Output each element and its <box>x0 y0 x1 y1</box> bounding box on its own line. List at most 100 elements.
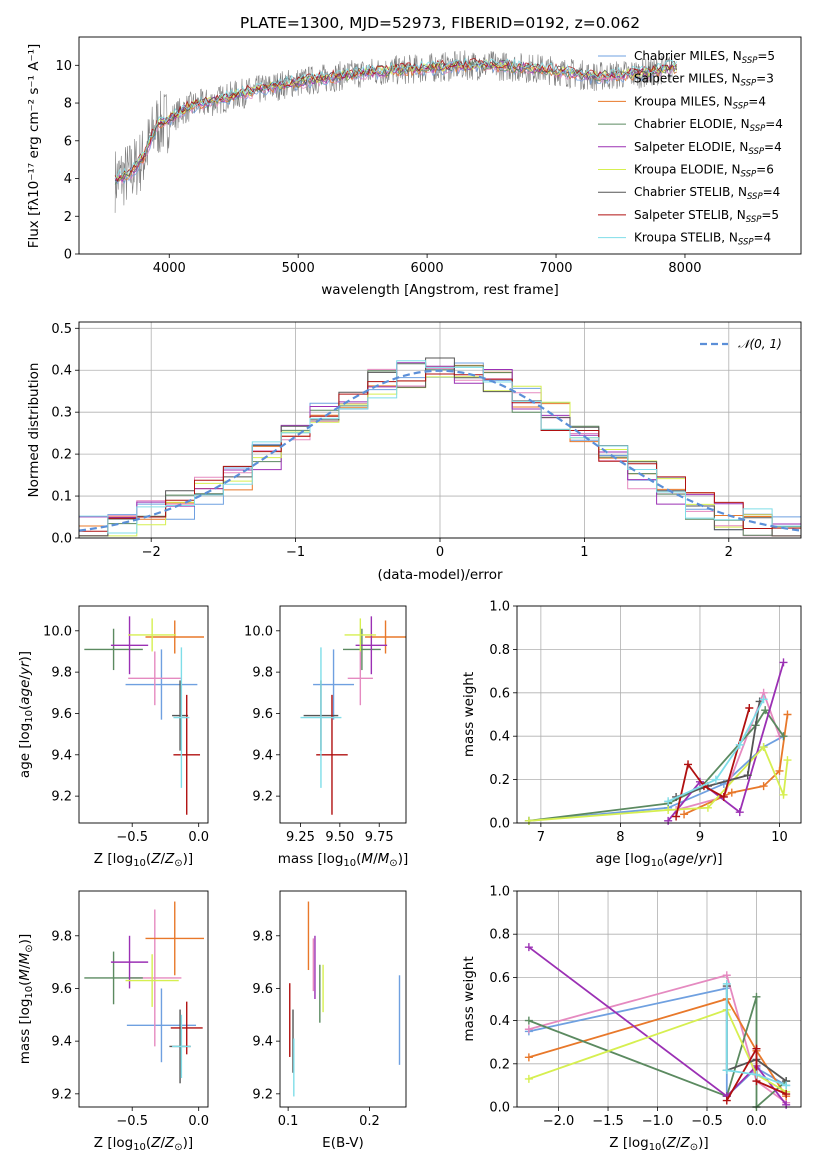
panel-weight-vs-Z: −2.0 −1.5 −1.0 −0.5 0.0 0.0 0.2 0.4 0.6 0.8 1.0 Z [… <box>461 885 802 1153</box>
y-tick-label: 0.2 <box>51 448 72 463</box>
y-tick-label: 9.6 <box>51 707 72 722</box>
y-tick-label: 9.8 <box>51 929 72 944</box>
y-tick-label: 9.8 <box>51 666 72 681</box>
weight-point <box>745 703 754 712</box>
weight-point <box>779 658 788 667</box>
weight-point <box>743 771 752 780</box>
x-tick-label: 2 <box>725 545 733 560</box>
axes-frame <box>78 605 209 824</box>
weight-series-line <box>528 974 787 1104</box>
weight-point <box>664 816 673 825</box>
x-axis-label: age [log10(age/yr)] <box>595 851 722 869</box>
y-tick-label: 0.4 <box>489 1014 510 1029</box>
x-tick-label: 0 <box>436 545 444 560</box>
axes-frame <box>516 890 802 1108</box>
y-tick-label: 9.2 <box>51 1087 72 1102</box>
x-tick-label: 10 <box>771 830 788 845</box>
weight-series-line <box>528 946 787 1106</box>
legend-label: Chabrier STELIB, NSSP=4 <box>634 185 780 202</box>
x-axis-label: mass [log10(M/M⊙)] <box>278 851 408 869</box>
y-tick-label: 10 <box>55 59 72 74</box>
chart-title: PLATE=1300, MJD=52973, FIBERID=0192, z=0… <box>240 14 640 32</box>
x-tick-label: 6000 <box>411 261 444 276</box>
weight-point <box>735 740 744 749</box>
weight-point <box>703 803 712 812</box>
y-axis-label: Flux [fλ10⁻¹⁷ erg cm⁻² s⁻¹ A⁻¹] <box>26 44 42 249</box>
weight-series-line <box>667 698 765 803</box>
y-tick-label: 9.8 <box>252 666 273 681</box>
weight-point <box>735 808 744 817</box>
x-tick-label: 1 <box>580 545 588 560</box>
x-tick-label: −1.5 <box>592 1114 624 1129</box>
axes-frame <box>78 36 802 255</box>
y-tick-label: 9.2 <box>252 1087 273 1102</box>
weight-point <box>779 790 788 799</box>
y-tick-label: 9.6 <box>51 982 72 997</box>
y-tick-label: 0.0 <box>489 817 510 832</box>
histogram-series <box>79 373 801 532</box>
weight-series-line <box>528 708 785 822</box>
x-tick-label: 7 <box>537 830 545 845</box>
x-tick-label: 0.0 <box>188 830 209 845</box>
y-tick-label: 0.6 <box>489 686 510 701</box>
y-tick-label: 0.6 <box>489 971 510 986</box>
y-axis-label: Normed distribution <box>26 363 42 498</box>
weight-point <box>524 1025 533 1034</box>
x-axis-label: Z [log10(Z/Z⊙)] <box>609 1135 708 1153</box>
y-tick-label: 9.6 <box>252 982 273 997</box>
weight-point <box>680 810 689 819</box>
x-tick-label: 9.25 <box>286 830 315 845</box>
weight-point <box>664 797 673 806</box>
y-tick-label: 4 <box>64 172 72 187</box>
weight-point <box>722 1066 731 1075</box>
x-tick-label: −0.5 <box>116 830 148 845</box>
x-tick-label: −1.0 <box>642 1114 674 1129</box>
x-axis-label: Z [log10(Z/Z⊙)] <box>94 851 193 869</box>
x-tick-label: 7000 <box>539 261 572 276</box>
weight-point <box>782 1081 791 1090</box>
legend-label: Salpeter ELODIE, NSSP=4 <box>634 140 782 157</box>
model-line <box>114 58 678 180</box>
weight-point <box>524 816 533 825</box>
legend-label: Kroupa MILES, NSSP=4 <box>634 94 766 111</box>
model-line <box>114 58 677 182</box>
weight-point <box>761 706 770 715</box>
y-tick-label: 2 <box>64 210 72 225</box>
legend-label: Salpeter MILES, NSSP=3 <box>634 72 774 89</box>
y-tick-label: 9.8 <box>252 929 273 944</box>
y-tick-label: 0.5 <box>51 322 72 337</box>
y-tick-label: 10.0 <box>43 624 72 639</box>
y-tick-label: 0.2 <box>489 1057 510 1072</box>
x-tick-label: 9 <box>696 830 704 845</box>
y-tick-label: 0.4 <box>489 730 510 745</box>
histogram-series <box>79 360 801 534</box>
weight-point <box>782 1100 791 1109</box>
legend-label: Kroupa ELODIE, NSSP=6 <box>634 163 774 180</box>
y-tick-label: 6 <box>64 134 72 149</box>
legend-label: Kroupa STELIB, NSSP=4 <box>634 231 771 248</box>
y-axis-label: age [log10(age/yr)] <box>17 651 35 778</box>
weight-point <box>752 1044 761 1053</box>
x-tick-label: 8000 <box>668 261 701 276</box>
x-tick-label: −2 <box>142 545 161 560</box>
x-tick-label: 9.75 <box>365 830 394 845</box>
panel-residuals: −2 −1 0 1 2 0.0 0.1 0.2 0.3 0.4 0.5 (data-model)/er… <box>26 321 802 583</box>
axes-frame <box>279 605 407 824</box>
weight-point <box>783 710 792 719</box>
x-tick-label: 0.0 <box>188 1114 209 1129</box>
panel-age-vs-mass: 9.25 9.50 9.75 9.2 9.4 9.6 9.8 10.0 mass [log10(… <box>244 605 408 869</box>
y-axis-label: mass weight <box>461 956 477 1041</box>
x-axis-label: Z [log10(Z/Z⊙)] <box>94 1135 193 1153</box>
weight-point <box>752 992 761 1001</box>
y-tick-label: 0.2 <box>489 773 510 788</box>
y-tick-label: 0.4 <box>51 364 72 379</box>
weight-point <box>759 743 768 752</box>
weight-series-line <box>528 997 787 1097</box>
panel-mass-vs-Z: −0.5 0.0 9.2 9.4 9.6 9.8 Z [log10(Z/Z⊙)] mass [… <box>17 890 209 1153</box>
axes-frame <box>516 605 802 824</box>
x-axis-label: wavelength [Angstrom, rest frame] <box>321 282 559 298</box>
model-line <box>114 57 678 180</box>
weight-point <box>722 971 731 980</box>
model-line <box>114 58 678 182</box>
x-tick-label: 0.1 <box>278 1114 299 1129</box>
